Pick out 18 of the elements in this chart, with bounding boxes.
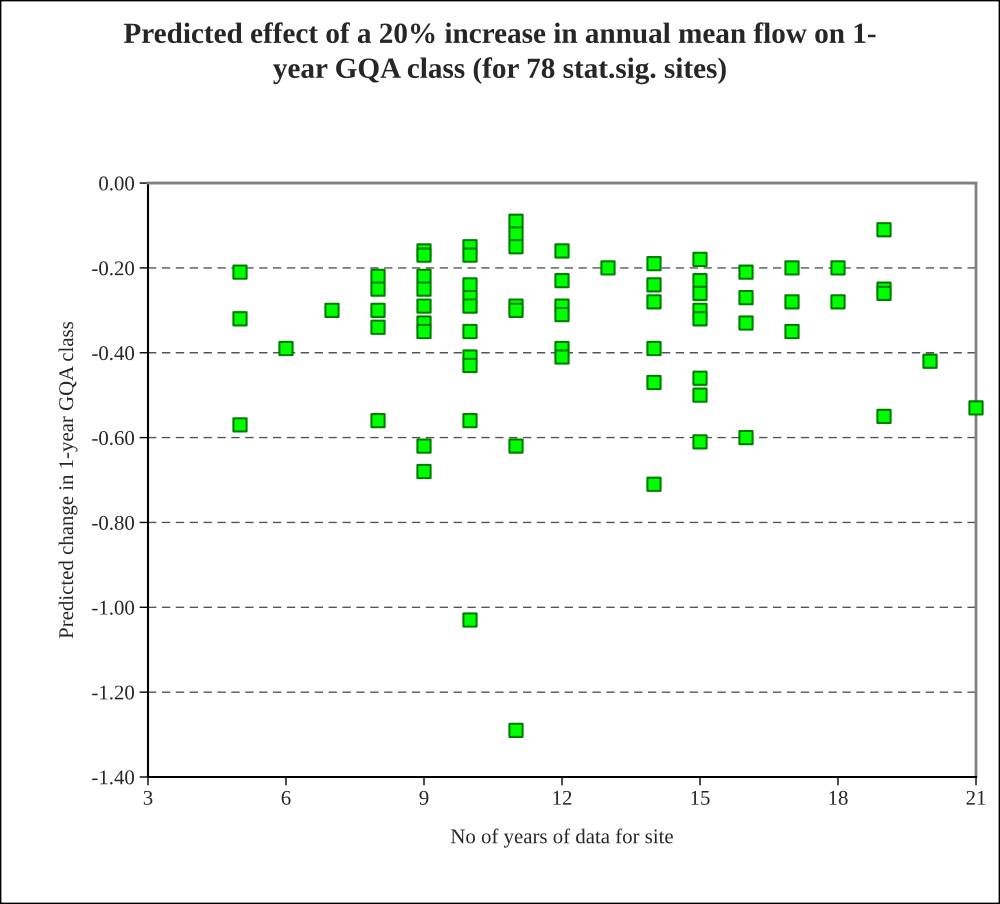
y-tick-label: 0.00 xyxy=(99,176,134,191)
y-tick-label: -0.80 xyxy=(92,516,134,530)
x-tick-label: 9 xyxy=(419,790,428,805)
x-tick-label: 21 xyxy=(966,790,986,805)
y-axis-title: Predicted change in 1-year GQA class xyxy=(58,322,78,638)
x-tick-label: 3 xyxy=(144,790,152,805)
y-tick-label: -1.20 xyxy=(92,686,134,700)
x-axis-title: No of years of data for site xyxy=(450,828,673,848)
x-tick-label: 6 xyxy=(282,790,291,805)
y-tick-label: -0.60 xyxy=(92,430,134,446)
y-tick-label: -0.40 xyxy=(92,346,134,360)
x-tick-label: 15 xyxy=(691,790,710,805)
y-tick-label: -0.20 xyxy=(92,261,134,276)
y-tick-label: -1.40 xyxy=(92,770,134,785)
x-tick-label: 12 xyxy=(553,790,572,805)
x-tick-label: 18 xyxy=(829,790,848,805)
chart-title: Predicted effect of a 20% increase in annual mean flow on 1- year GQA class (for 78 stat.sig. sites) xyxy=(124,22,876,84)
y-tick-label: -1.00 xyxy=(92,600,134,615)
